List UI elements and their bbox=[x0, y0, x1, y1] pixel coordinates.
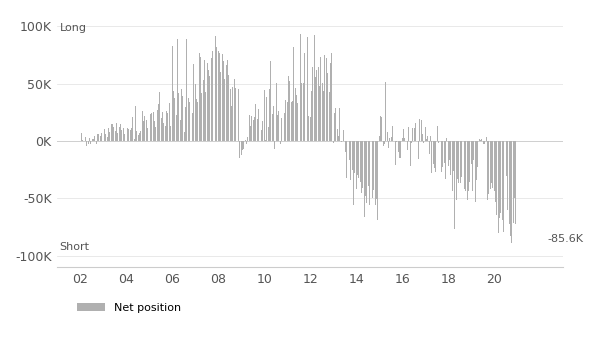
Text: -85.6K: -85.6K bbox=[547, 234, 583, 244]
Text: Short: Short bbox=[59, 242, 89, 252]
Legend: Net position: Net position bbox=[73, 298, 185, 317]
Text: Long: Long bbox=[59, 23, 86, 33]
